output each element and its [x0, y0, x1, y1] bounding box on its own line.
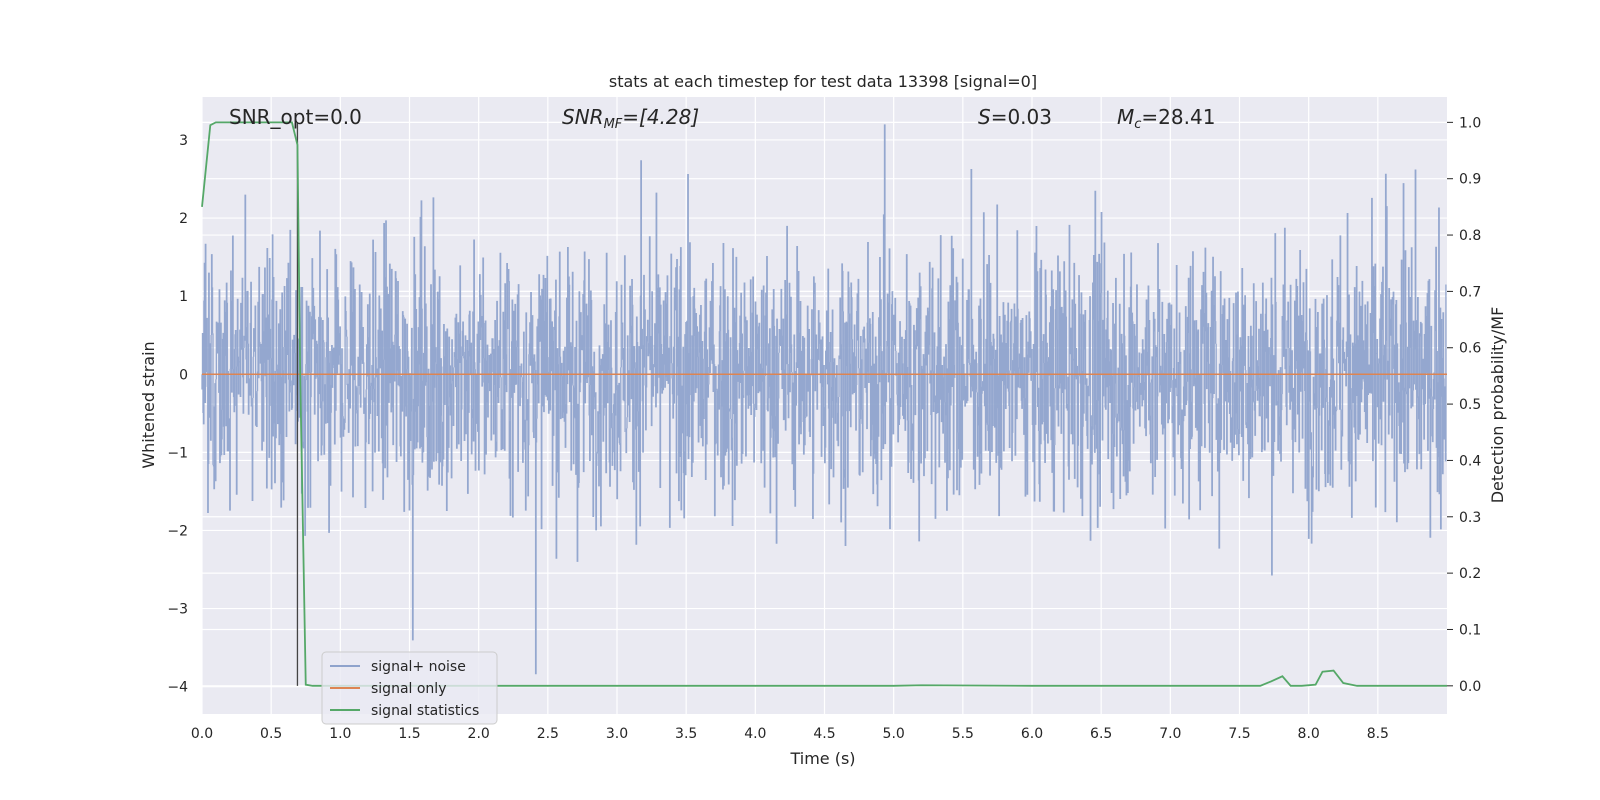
y-tick-label: −4 [167, 680, 188, 696]
signal-noise-trace [201, 124, 1447, 675]
annotation-snr-opt: SNR_opt=0.0 [229, 105, 362, 129]
chart-title: stats at each timestep for test data 133… [609, 72, 1037, 91]
y2-tick-label: 0.6 [1459, 341, 1481, 357]
mc-subscript: c [1134, 117, 1141, 132]
snr-mf-symbol: SNR [562, 105, 604, 129]
y-tick-label: 1 [179, 289, 188, 305]
signal-statistics-line [201, 121, 1447, 687]
series-signal-noise [201, 124, 1447, 675]
x-axis-ticks: 0.0 0.5 1.0 1.5 2.0 2.5 3.0 3.5 4.0 4.5 5.0 5.5 6.0 6… [191, 726, 1389, 742]
legend: signal+ noise signal only signal statist… [321, 651, 498, 725]
legend-label-signal-only: signal only [371, 681, 446, 697]
x-tick-label: 2.5 [537, 726, 559, 742]
x-tick-label: 7.0 [1159, 726, 1181, 742]
legend-label-signal-statistics: signal statistics [371, 703, 479, 719]
snr-mf-value: =[4.28] [622, 105, 699, 129]
legend-label-signal-noise: signal+ noise [371, 659, 466, 675]
y2-tick-label: 1.0 [1459, 115, 1481, 131]
y-tick-label: −3 [167, 602, 188, 618]
x-tick-label: 6.5 [1090, 726, 1112, 742]
mc-value: =28.41 [1141, 105, 1215, 129]
s-symbol: S [978, 105, 991, 129]
x-tick-label: 1.5 [398, 726, 420, 742]
y2-tick-label: 0.0 [1459, 679, 1481, 695]
series-lines [201, 121, 1447, 687]
x-axis-label: Time (s) [789, 749, 855, 768]
y-tick-label: 2 [179, 211, 188, 227]
y2-tick-label: 0.9 [1459, 172, 1481, 188]
y-tick-label: −2 [167, 523, 188, 539]
legend-box [321, 651, 498, 725]
y2-tick-label: 0.5 [1459, 397, 1481, 413]
x-tick-label: 5.0 [883, 726, 905, 742]
mc-symbol: M [1117, 105, 1134, 129]
y-axis-ticks: 3 2 1 0 −1 −2 −3 −4 [167, 133, 188, 696]
annotation-snr-mf: SNRMF=[4.28] [562, 105, 699, 132]
y-axis-label: Whitened strain [139, 341, 158, 468]
y-tick-label: 0 [179, 367, 188, 383]
y2-tick-label: 0.2 [1459, 566, 1481, 582]
y-tick-label: −1 [167, 445, 188, 461]
x-tick-label: 4.5 [813, 726, 835, 742]
y2-axis-ticks: 1.0 0.9 0.8 0.7 0.6 0.5 0.4 0.3 0.2 0.1 0.0 [1447, 115, 1481, 695]
y2-tick-label: 0.4 [1459, 453, 1481, 469]
x-tick-label: 1.0 [329, 726, 351, 742]
y2-tick-label: 0.3 [1459, 510, 1481, 526]
snr-mf-subscript: MF [604, 117, 623, 132]
y2-tick-label: 0.8 [1459, 228, 1481, 244]
x-tick-label: 6.0 [1021, 726, 1043, 742]
x-tick-label: 0.5 [260, 726, 282, 742]
y2-tick-label: 0.7 [1459, 284, 1481, 300]
x-tick-label: 4.0 [744, 726, 766, 742]
x-tick-label: 7.5 [1228, 726, 1250, 742]
annotation-mc: Mc=28.41 [1117, 105, 1215, 132]
x-tick-label: 5.5 [952, 726, 974, 742]
x-tick-label: 3.0 [606, 726, 628, 742]
s-value: =0.03 [991, 105, 1052, 129]
x-tick-label: 8.0 [1298, 726, 1320, 742]
y2-axis-label: Detection probability/MF [1488, 307, 1507, 504]
x-tick-label: 2.0 [468, 726, 490, 742]
y-tick-label: 3 [179, 133, 188, 149]
x-tick-label: 8.5 [1367, 726, 1389, 742]
x-tick-label: 0.0 [191, 726, 213, 742]
x-tick-label: 3.5 [675, 726, 697, 742]
annotation-s: S=0.03 [978, 105, 1052, 129]
y2-tick-label: 0.1 [1459, 622, 1481, 638]
